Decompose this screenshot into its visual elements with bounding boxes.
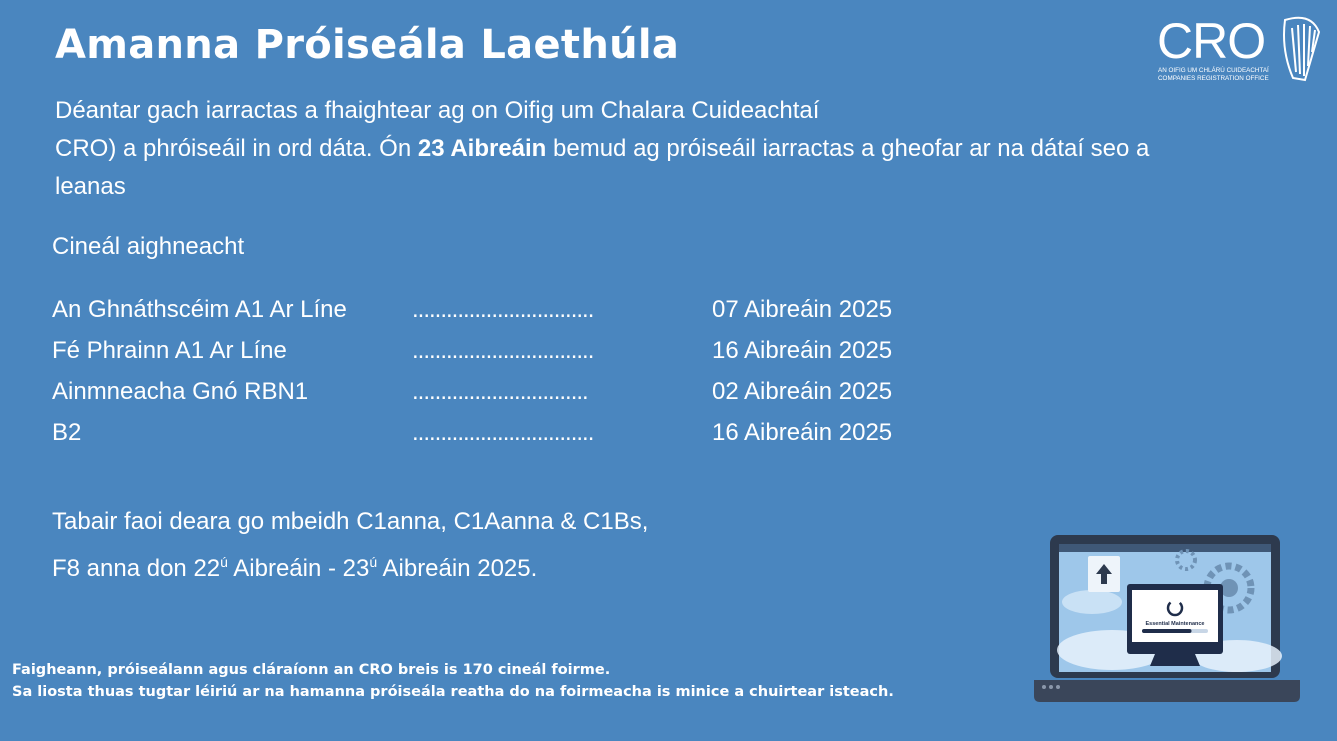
notice-text-c: Aibreáin 2025.: [377, 555, 538, 582]
harp-icon: [1283, 16, 1321, 82]
footer-line-1: Faigheann, próiseálann agus cláraíonn an…: [12, 662, 611, 678]
notice-line-1: Tabair faoi deara go mbeidh C1anna, C1Aa…: [52, 508, 649, 535]
row-label: Fé Phrainn A1 Ar Líne: [52, 337, 287, 364]
row-label: An Ghnáthscéim A1 Ar Líne: [52, 296, 347, 323]
cro-logo: CRO AN OIFIG UM CHLÁRÚ CUIDEACHTAÍ COMPA…: [1157, 14, 1321, 82]
notice-text-b: Aibreáin - 23: [227, 555, 370, 582]
spinner-icon: [1166, 599, 1184, 617]
laptop-base: [1034, 680, 1300, 702]
logo-subtitle-irish: AN OIFIG UM CHLÁRÚ CUIDEACHTAÍ: [1158, 65, 1269, 74]
logo-text: CRO: [1157, 14, 1265, 69]
intro-text-3: bemud ag próiseáil iarractas a gheofar a…: [55, 135, 1150, 200]
notice-text-a: F8 anna don 22: [52, 555, 221, 582]
page-title: Amanna Próiseála Laethúla: [55, 22, 680, 68]
row-label: B2: [52, 419, 82, 446]
ordinal-suffix: ú: [369, 554, 378, 570]
row-leader-dots: ................................: [412, 296, 594, 323]
intro-bold-date: 23 Aibreáin: [417, 135, 547, 162]
laptop-icon: Essential Maintenance: [1034, 535, 1300, 702]
row-leader-dots: ................................: [412, 419, 594, 446]
ordinal-suffix: ú: [220, 554, 228, 570]
intro-text-1: Déantar gach iarractas a fhaightear ag o…: [55, 97, 820, 124]
maintenance-label: Essential Maintenance: [1146, 621, 1205, 627]
notice-line-2: F8 anna don 22ú Aibreáin - 23ú Aibreáin …: [52, 542, 648, 589]
notice-text: Tabair faoi deara go mbeidh C1anna, C1Aa…: [52, 502, 648, 589]
row-date: 07 Aibreáin 2025: [712, 296, 893, 323]
gear-icon: [1175, 549, 1255, 614]
logo-subtitle-english: COMPANIES REGISTRATION OFFICE: [1158, 75, 1269, 82]
row-leader-dots: ................................: [412, 337, 594, 364]
row-date: 02 Aibreáin 2025: [712, 378, 893, 405]
intro-text-2: CRO) a phróiseáil in ord dáta. Ón: [55, 135, 418, 162]
footer-text: Faigheann, próiseálann agus cláraíonn an…: [12, 659, 894, 703]
intro-paragraph: Déantar gach iarractas a fhaightear ag o…: [55, 92, 1215, 206]
row-date: 16 Aibreáin 2025: [712, 419, 893, 446]
schedule-heading: Cineál aighneacht: [52, 233, 245, 260]
row-label: Ainmneacha Gnó RBN1: [52, 378, 309, 405]
progress-fill: [1142, 629, 1192, 633]
row-date: 16 Aibreáin 2025: [712, 337, 893, 364]
footer-line-2: Sa liosta thuas tugtar léiriú ar na hama…: [12, 684, 894, 700]
upload-arrow-icon: [1096, 564, 1112, 584]
row-leader-dots: ...............................: [412, 378, 589, 405]
